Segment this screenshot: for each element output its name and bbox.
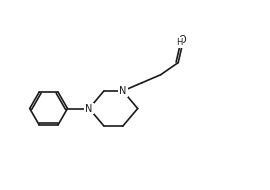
Text: N: N: [119, 86, 127, 96]
Text: O: O: [178, 35, 186, 45]
Text: H: H: [176, 38, 182, 47]
Text: N: N: [85, 104, 93, 113]
